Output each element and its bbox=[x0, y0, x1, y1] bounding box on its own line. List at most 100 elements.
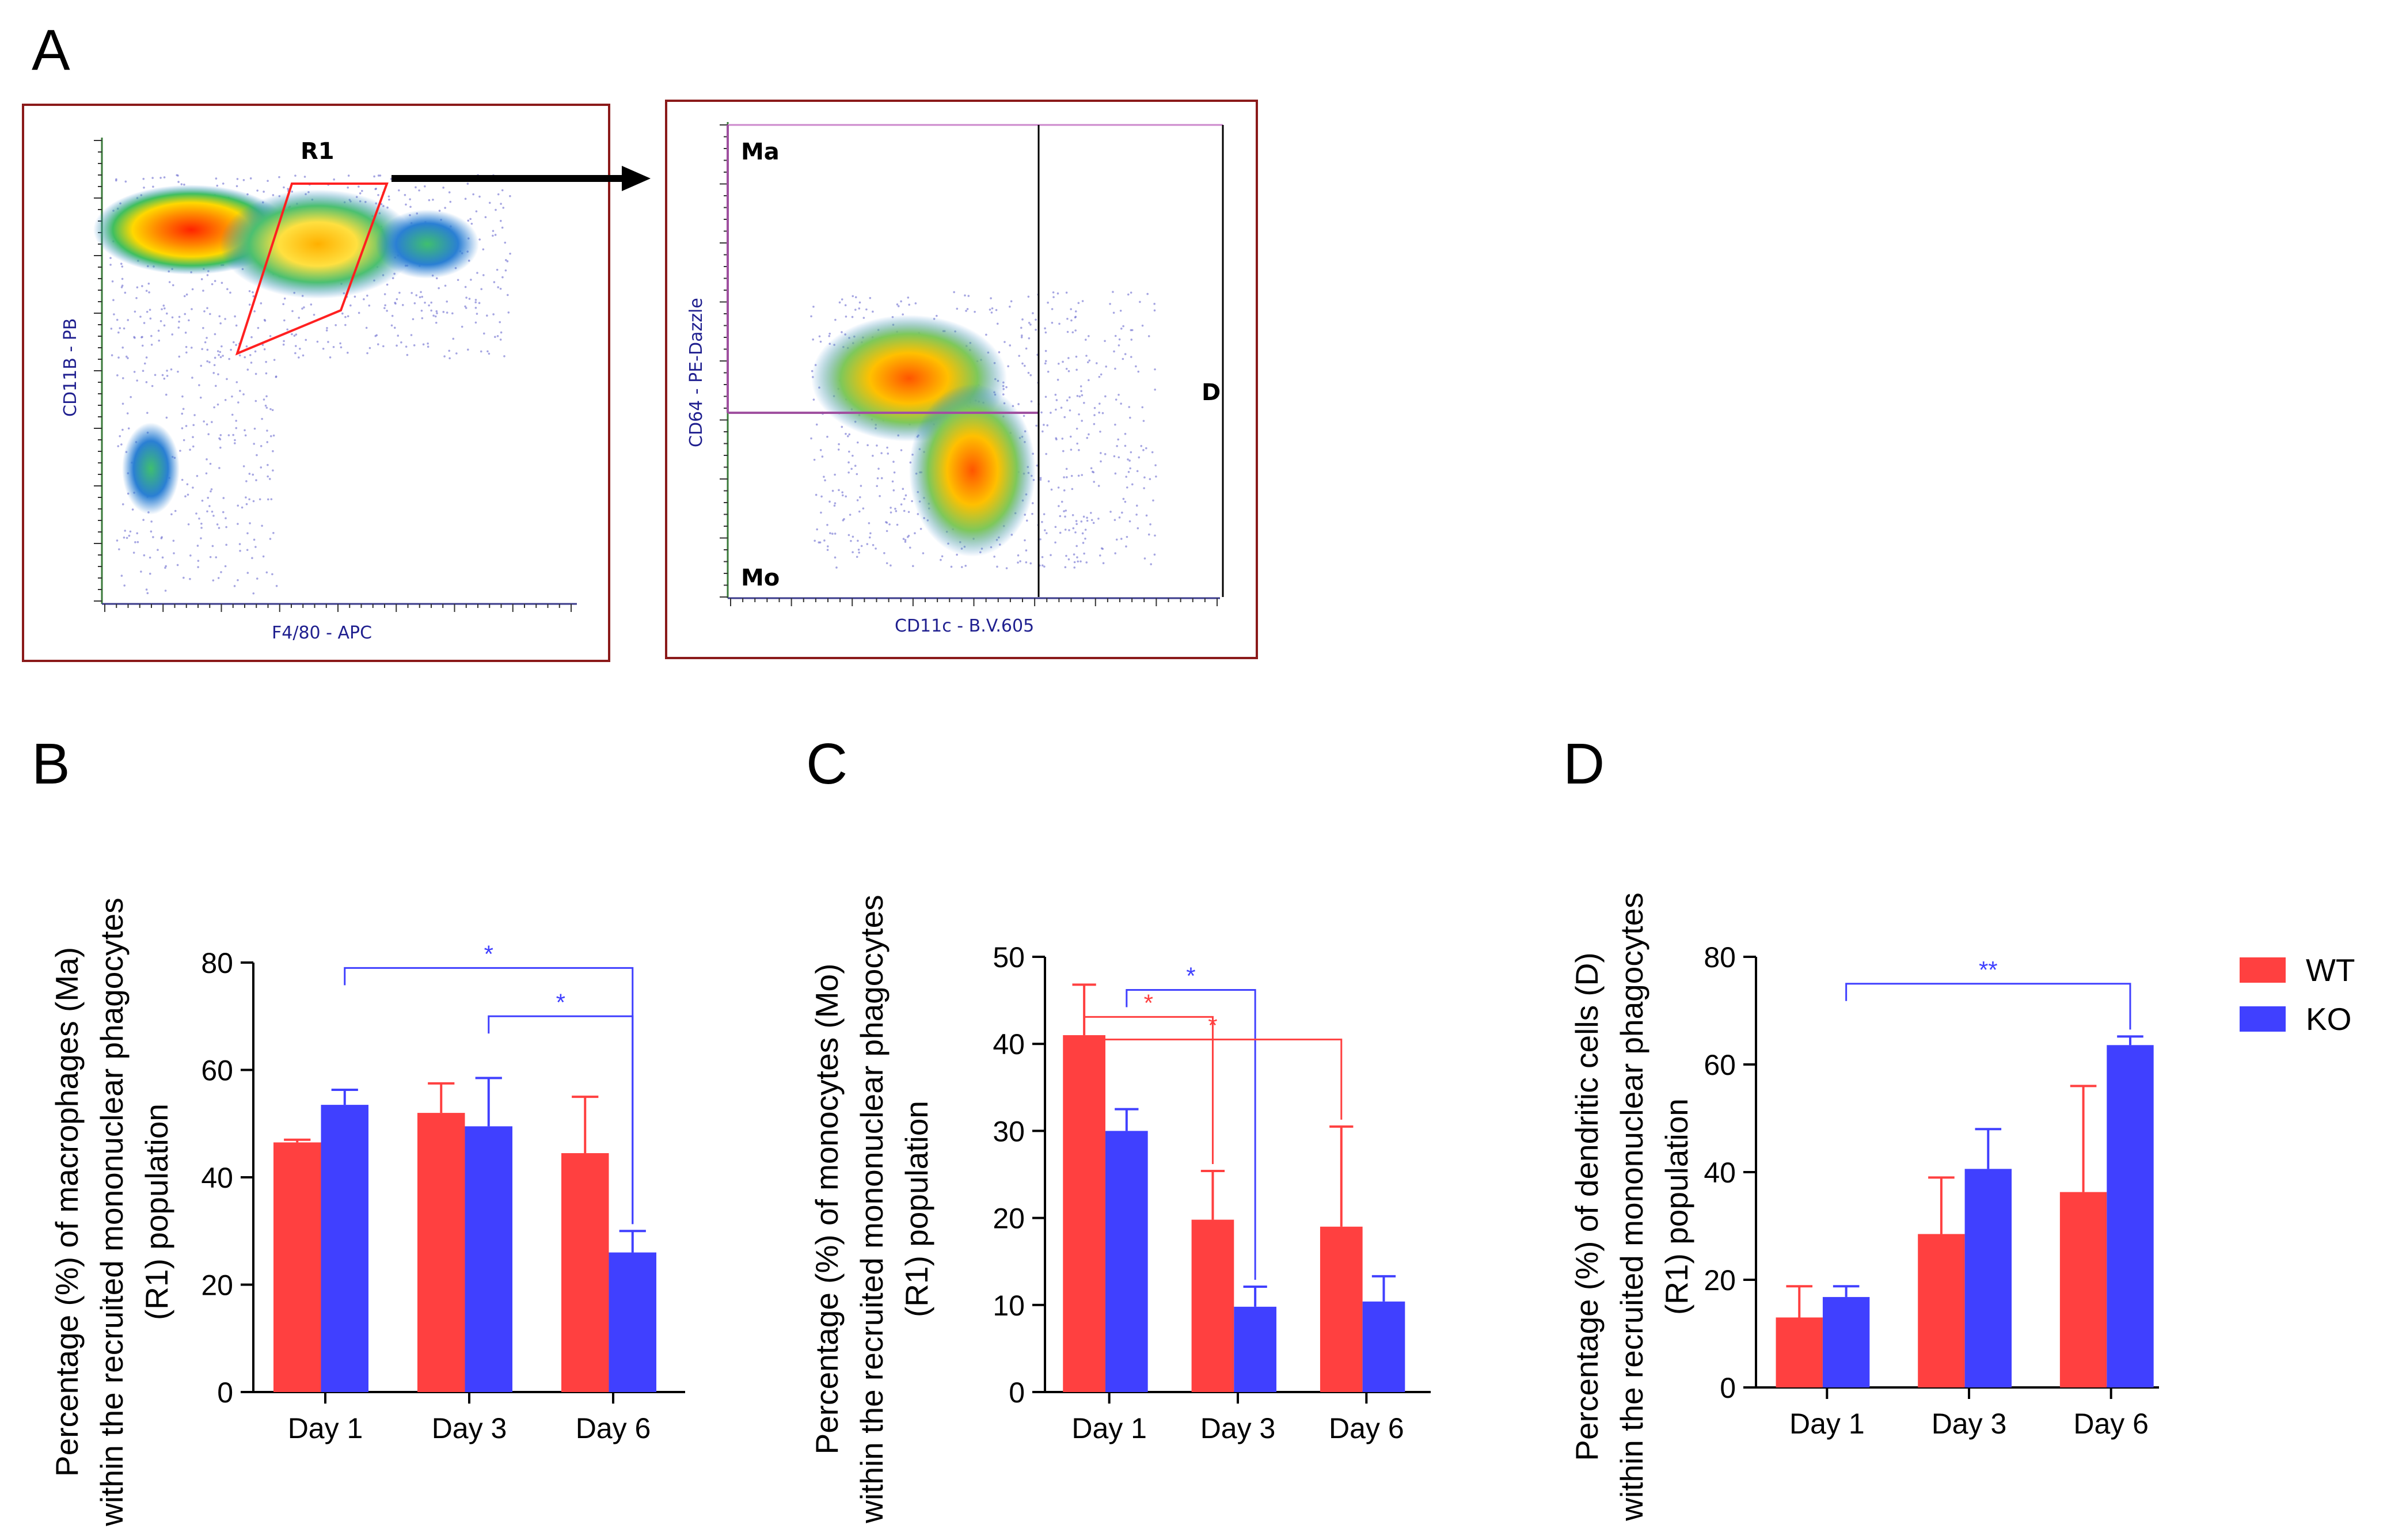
event-dot bbox=[1128, 520, 1131, 523]
event-dot bbox=[269, 334, 272, 337]
event-dot bbox=[396, 298, 398, 301]
chart-d-dendritic-cells: 0 20 40 60 80 Day 1 Day 3 Day 6 ** Percentage (%)… bbox=[1569, 892, 2159, 1522]
event-dot bbox=[1081, 300, 1084, 302]
event-dot bbox=[246, 572, 249, 574]
event-dot bbox=[184, 313, 187, 315]
event-dot bbox=[244, 356, 246, 359]
event-dot bbox=[152, 536, 154, 538]
event-dot bbox=[413, 344, 416, 347]
event-dot bbox=[298, 356, 300, 359]
event-dot bbox=[235, 324, 238, 327]
event-dot bbox=[1024, 539, 1026, 542]
event-dot bbox=[174, 509, 177, 512]
event-dot bbox=[444, 284, 447, 287]
event-dot bbox=[162, 305, 165, 307]
event-dot bbox=[192, 486, 194, 489]
event-dot bbox=[876, 444, 878, 447]
event-dot bbox=[197, 560, 200, 562]
event-dot bbox=[1155, 475, 1157, 478]
event-dot bbox=[143, 187, 145, 189]
quadrant-label-d: D bbox=[1202, 379, 1221, 406]
event-dot bbox=[120, 575, 123, 577]
event-dot bbox=[826, 435, 828, 438]
event-dot bbox=[1100, 547, 1103, 550]
event-dot bbox=[1147, 335, 1150, 337]
bar-wt bbox=[1063, 1035, 1105, 1392]
event-dot bbox=[1083, 402, 1085, 404]
event-dot bbox=[185, 351, 188, 354]
event-dot bbox=[120, 443, 123, 446]
event-dot bbox=[187, 493, 189, 496]
event-dot bbox=[852, 295, 854, 298]
event-dot bbox=[1045, 453, 1047, 455]
event-dot bbox=[1055, 437, 1058, 439]
event-dot bbox=[499, 339, 502, 341]
event-dot bbox=[242, 393, 245, 396]
event-dot bbox=[409, 198, 411, 200]
event-dot bbox=[1020, 326, 1023, 329]
event-dot bbox=[119, 327, 121, 329]
event-dot bbox=[1070, 448, 1073, 451]
event-dot bbox=[164, 307, 166, 310]
event-dot bbox=[123, 584, 126, 587]
event-dot bbox=[1076, 442, 1078, 445]
event-dot bbox=[262, 555, 265, 558]
event-dot bbox=[826, 549, 829, 552]
event-dot bbox=[146, 310, 149, 313]
event-dot bbox=[902, 488, 904, 490]
event-dot bbox=[235, 344, 237, 347]
event-dot bbox=[159, 177, 162, 179]
event-dot bbox=[1124, 353, 1127, 355]
event-dot bbox=[206, 348, 209, 351]
r1-gate[interactable] bbox=[235, 182, 389, 356]
event-dot bbox=[1097, 518, 1100, 520]
event-dot bbox=[136, 379, 138, 382]
event-dot bbox=[313, 313, 316, 316]
flow-plot-2-ylabel: CD64 - PE-Dazzle bbox=[686, 298, 706, 447]
r1-gate-label: R1 bbox=[301, 138, 335, 165]
event-dot bbox=[1118, 338, 1121, 341]
event-dot bbox=[163, 176, 166, 178]
event-dot bbox=[1044, 349, 1047, 352]
event-dot bbox=[1120, 538, 1123, 540]
event-dot bbox=[443, 355, 446, 358]
event-dot bbox=[435, 321, 438, 324]
event-dot bbox=[278, 176, 280, 178]
event-dot bbox=[275, 585, 278, 587]
event-dot bbox=[1113, 519, 1116, 521]
event-dot bbox=[872, 454, 874, 457]
quadrant-label-ma: Ma bbox=[741, 139, 780, 165]
event-dot bbox=[163, 324, 166, 327]
y-axis-title-line: (R1) population bbox=[1659, 1098, 1694, 1315]
event-dot bbox=[892, 461, 895, 463]
event-dot bbox=[1021, 362, 1024, 365]
event-dot bbox=[872, 310, 874, 313]
event-dot bbox=[271, 573, 273, 576]
event-dot bbox=[866, 444, 869, 447]
event-dot bbox=[208, 505, 211, 507]
event-dot bbox=[812, 306, 815, 308]
event-dot bbox=[868, 522, 871, 524]
event-dot bbox=[206, 458, 208, 461]
event-dot bbox=[1039, 478, 1042, 481]
event-dot bbox=[195, 512, 197, 515]
event-dot bbox=[465, 296, 467, 299]
event-dot bbox=[140, 336, 143, 339]
event-dot bbox=[1115, 538, 1118, 541]
event-dot bbox=[354, 295, 356, 298]
event-dot bbox=[424, 301, 426, 304]
event-dot bbox=[261, 417, 263, 420]
event-dot bbox=[253, 443, 255, 445]
event-dot bbox=[237, 401, 240, 404]
event-dot bbox=[1075, 545, 1078, 547]
event-dot bbox=[268, 478, 271, 480]
event-dot bbox=[267, 498, 269, 501]
event-dot bbox=[347, 187, 349, 189]
event-dot bbox=[1043, 565, 1046, 568]
event-dot bbox=[847, 461, 850, 463]
event-dot bbox=[136, 541, 139, 543]
event-dot bbox=[253, 310, 256, 313]
event-dot bbox=[165, 565, 167, 568]
event-dot bbox=[142, 177, 145, 180]
event-dot bbox=[217, 373, 219, 375]
